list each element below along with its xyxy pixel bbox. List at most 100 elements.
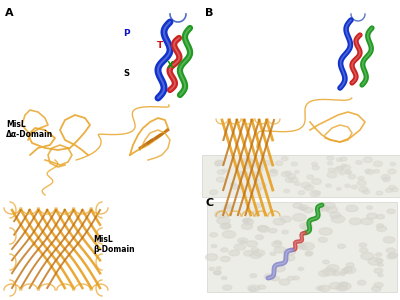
Ellipse shape — [372, 286, 381, 291]
Ellipse shape — [210, 233, 218, 237]
Ellipse shape — [378, 274, 383, 277]
Ellipse shape — [383, 177, 390, 182]
Ellipse shape — [317, 208, 323, 211]
Ellipse shape — [327, 156, 334, 160]
Ellipse shape — [258, 168, 263, 171]
Ellipse shape — [386, 248, 396, 253]
Ellipse shape — [343, 267, 356, 274]
Ellipse shape — [255, 204, 262, 208]
Ellipse shape — [377, 226, 386, 231]
Ellipse shape — [344, 268, 352, 272]
Ellipse shape — [270, 252, 276, 255]
Ellipse shape — [249, 287, 256, 291]
Ellipse shape — [374, 268, 383, 273]
Ellipse shape — [298, 205, 308, 210]
Text: X: X — [166, 61, 174, 70]
Ellipse shape — [253, 250, 265, 256]
Ellipse shape — [238, 172, 247, 177]
Ellipse shape — [237, 185, 244, 189]
Ellipse shape — [378, 263, 383, 266]
Ellipse shape — [264, 274, 275, 280]
Ellipse shape — [274, 241, 281, 244]
Ellipse shape — [359, 243, 367, 247]
Ellipse shape — [310, 191, 320, 197]
Ellipse shape — [274, 247, 286, 253]
Ellipse shape — [216, 267, 221, 270]
Ellipse shape — [298, 245, 307, 249]
Ellipse shape — [215, 160, 224, 165]
Ellipse shape — [327, 172, 337, 178]
Ellipse shape — [222, 231, 236, 238]
Text: Δα-Domain: Δα-Domain — [6, 130, 53, 139]
Ellipse shape — [327, 265, 339, 272]
Ellipse shape — [242, 223, 252, 230]
Text: B: B — [205, 8, 213, 18]
Ellipse shape — [345, 184, 350, 188]
Ellipse shape — [357, 280, 366, 285]
Ellipse shape — [214, 271, 221, 275]
Ellipse shape — [340, 269, 349, 273]
Ellipse shape — [272, 242, 282, 247]
Ellipse shape — [390, 163, 396, 166]
Ellipse shape — [376, 253, 382, 256]
Ellipse shape — [336, 158, 342, 161]
Ellipse shape — [323, 260, 329, 264]
Ellipse shape — [391, 188, 398, 192]
Ellipse shape — [295, 171, 299, 173]
Ellipse shape — [316, 286, 324, 290]
Ellipse shape — [222, 169, 228, 172]
Ellipse shape — [341, 165, 351, 170]
Ellipse shape — [352, 185, 358, 189]
Ellipse shape — [281, 172, 290, 177]
Ellipse shape — [330, 212, 341, 218]
Ellipse shape — [312, 178, 321, 184]
Ellipse shape — [341, 164, 347, 167]
Ellipse shape — [250, 252, 262, 258]
Ellipse shape — [329, 282, 341, 289]
Ellipse shape — [334, 167, 343, 172]
Ellipse shape — [305, 251, 313, 255]
Ellipse shape — [240, 240, 246, 243]
Ellipse shape — [304, 185, 314, 191]
Ellipse shape — [210, 190, 218, 195]
Ellipse shape — [349, 218, 362, 225]
Ellipse shape — [221, 248, 228, 252]
Ellipse shape — [244, 250, 254, 256]
Ellipse shape — [345, 170, 351, 174]
Ellipse shape — [264, 160, 271, 165]
Ellipse shape — [389, 253, 398, 258]
Ellipse shape — [319, 285, 330, 292]
Ellipse shape — [318, 271, 329, 277]
Ellipse shape — [251, 212, 259, 216]
Ellipse shape — [300, 222, 312, 229]
Ellipse shape — [388, 169, 396, 174]
Ellipse shape — [273, 218, 285, 225]
Ellipse shape — [307, 175, 314, 179]
Ellipse shape — [231, 185, 239, 189]
Ellipse shape — [386, 188, 392, 192]
Ellipse shape — [216, 177, 225, 182]
Ellipse shape — [300, 207, 306, 210]
Ellipse shape — [215, 164, 219, 166]
Ellipse shape — [331, 215, 345, 223]
Ellipse shape — [271, 276, 280, 281]
Ellipse shape — [284, 171, 292, 176]
Ellipse shape — [363, 157, 372, 162]
Ellipse shape — [338, 244, 346, 248]
Ellipse shape — [284, 255, 295, 261]
Bar — [202, 155, 400, 197]
Ellipse shape — [279, 279, 290, 285]
Ellipse shape — [304, 208, 313, 213]
Ellipse shape — [289, 177, 298, 182]
Ellipse shape — [365, 169, 371, 173]
Ellipse shape — [281, 157, 288, 161]
Ellipse shape — [206, 254, 218, 261]
Ellipse shape — [211, 244, 217, 247]
Ellipse shape — [293, 203, 302, 208]
Ellipse shape — [244, 219, 254, 225]
Ellipse shape — [221, 277, 227, 280]
Ellipse shape — [323, 268, 336, 275]
Ellipse shape — [326, 207, 338, 213]
Ellipse shape — [387, 209, 395, 214]
Ellipse shape — [374, 169, 380, 173]
